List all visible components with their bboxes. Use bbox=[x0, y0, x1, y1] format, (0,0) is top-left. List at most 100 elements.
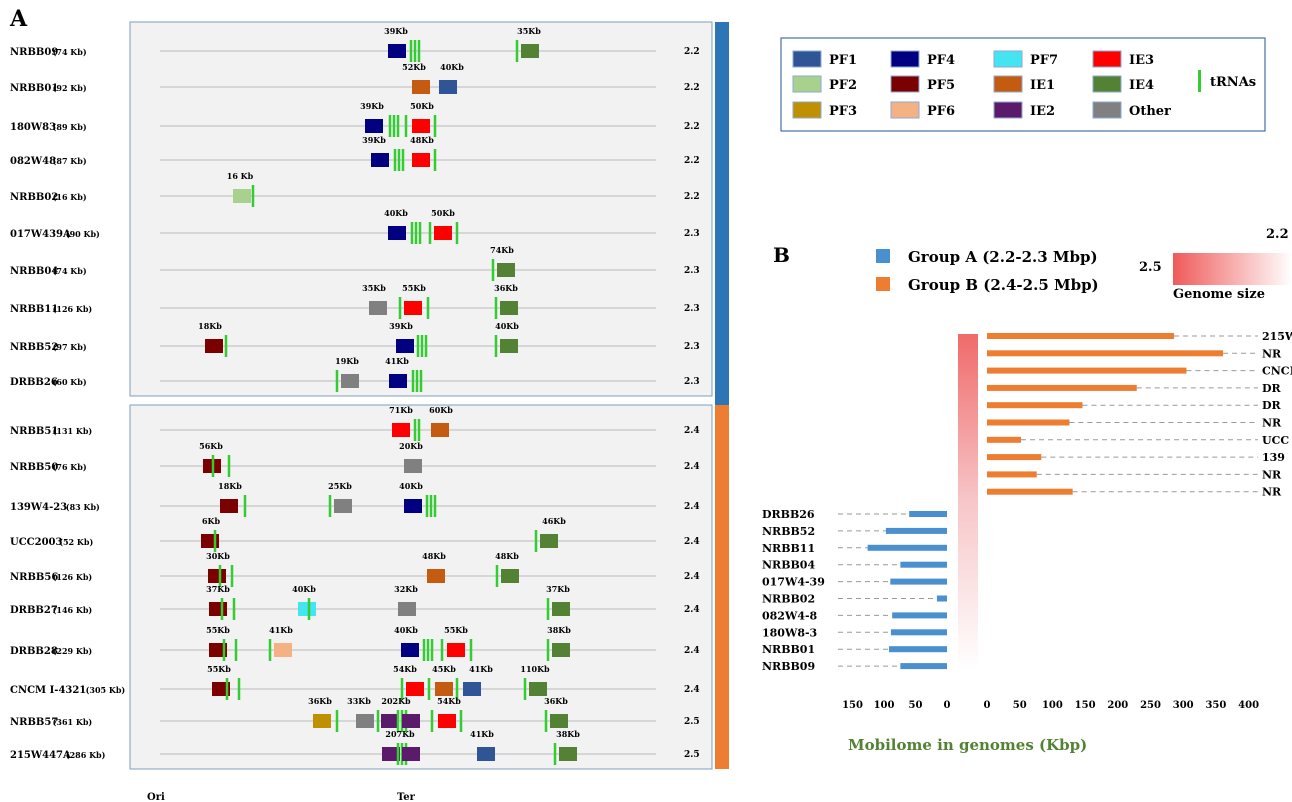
trna-marker bbox=[413, 419, 417, 441]
genome-size: (83 Kb) bbox=[66, 502, 100, 512]
mobilome-chart: Group A (2.2-2.3 Mbp) Group B (2.4-2.5 Mb… bbox=[762, 227, 1292, 754]
genome-name: 215W447A bbox=[10, 750, 71, 761]
genome-row: DRBB28(229 Kb) 2.4 55Kb 41Kb 40Kb 55Kb 38Kb bbox=[10, 625, 700, 661]
element-pf4 bbox=[389, 374, 407, 388]
trna-marker bbox=[546, 639, 550, 661]
genome-name: NRBB02 bbox=[10, 192, 58, 203]
genome-name: DRBB27 bbox=[10, 605, 58, 616]
trna-marker bbox=[417, 419, 421, 441]
left-axis-tick: 50 bbox=[909, 700, 923, 711]
genome-row: 180W83(89 Kb) 2.2 39Kb 50Kb bbox=[10, 101, 700, 137]
group-a-bar-label: NRBB04 bbox=[762, 559, 815, 572]
element-ie4 bbox=[529, 682, 547, 696]
genome-name: NRBB57 bbox=[10, 717, 58, 728]
group-b-side-bar bbox=[715, 405, 729, 769]
element-ie4 bbox=[550, 714, 568, 728]
legend-label-pf1: PF1 bbox=[829, 53, 857, 68]
genome-size: (305 Kb) bbox=[86, 685, 126, 695]
element-ie3 bbox=[412, 119, 430, 133]
element-size-label: 40Kb bbox=[394, 625, 418, 635]
element-size-label: 55Kb bbox=[206, 625, 230, 635]
trna-marker bbox=[422, 639, 426, 661]
genome-size-value: 2.2 bbox=[684, 192, 700, 202]
trna-marker bbox=[433, 115, 437, 137]
element-ie2 bbox=[382, 747, 400, 761]
trna-marker bbox=[430, 639, 434, 661]
trna-marker bbox=[415, 370, 419, 392]
left-axis-tick: 150 bbox=[842, 700, 863, 711]
element-ie2 bbox=[381, 714, 399, 728]
trna-marker bbox=[213, 530, 217, 552]
group-b-bar bbox=[987, 488, 1073, 495]
genome-name: NRBB09 bbox=[10, 47, 58, 58]
trna-marker bbox=[418, 222, 422, 244]
legend-label-pf4: PF4 bbox=[927, 53, 955, 68]
genome-size: (131 Kb) bbox=[53, 426, 93, 436]
genome-size-scale-max: 2.5 bbox=[1139, 260, 1162, 275]
element-size-label: 37Kb bbox=[546, 584, 570, 594]
genome-name: NRBB52 bbox=[10, 342, 58, 353]
right-axis-tick: 300 bbox=[1173, 700, 1194, 711]
trna-marker bbox=[494, 297, 498, 319]
element-ie3 bbox=[438, 714, 456, 728]
element-size-label: 18Kb bbox=[218, 481, 242, 491]
genome-size: (16 Kb) bbox=[53, 192, 87, 202]
element-ie4 bbox=[500, 339, 518, 353]
trna-marker bbox=[410, 222, 414, 244]
trna-marker bbox=[455, 222, 459, 244]
trna-marker bbox=[440, 639, 444, 661]
element-pf2 bbox=[233, 189, 251, 203]
ori-label: Ori bbox=[147, 792, 165, 802]
group-a-bar bbox=[889, 646, 947, 653]
element-size-label: 50Kb bbox=[431, 208, 455, 218]
legend-label-ie4: IE4 bbox=[1129, 78, 1154, 93]
trna-marker bbox=[243, 495, 247, 517]
element-size-label: 35Kb bbox=[362, 283, 386, 293]
trna-marker bbox=[328, 495, 332, 517]
genome-size-value: 2.4 bbox=[684, 572, 700, 582]
trna-marker bbox=[268, 639, 272, 661]
trna-marker bbox=[416, 335, 420, 357]
element-size-label: 41Kb bbox=[469, 664, 493, 674]
element-ie1 bbox=[427, 569, 445, 583]
trna-marker bbox=[307, 598, 311, 620]
element-size-label: 202Kb bbox=[381, 696, 411, 706]
element-size-label: 54Kb bbox=[393, 664, 417, 674]
group-b-bar-label: NR bbox=[1262, 468, 1282, 481]
genome-row: UCC2003(52 Kb) 2.4 6Kb 46Kb bbox=[10, 516, 700, 552]
group-a-bar bbox=[885, 527, 947, 534]
group-b-bar-label: DR bbox=[1262, 399, 1282, 412]
element-size-label: 207Kb bbox=[385, 729, 415, 739]
group-b-bar-label: 139 bbox=[1262, 451, 1285, 464]
trna-marker bbox=[234, 639, 238, 661]
element-size-label: 16 Kb bbox=[227, 171, 254, 181]
genome-size: (74 Kb) bbox=[53, 47, 87, 57]
element-size-label: 40Kb bbox=[440, 62, 464, 72]
element-size-label: 40Kb bbox=[495, 321, 519, 331]
group-legend-label: Group A (2.2-2.3 Mbp) bbox=[908, 248, 1098, 266]
trna-marker bbox=[232, 598, 236, 620]
element-size-label: 39Kb bbox=[389, 321, 413, 331]
element-other bbox=[369, 301, 387, 315]
right-axis-tick: 200 bbox=[1107, 700, 1128, 711]
genome-row: 139W4-23(83 Kb) 2.4 18Kb 25Kb 40Kb bbox=[10, 481, 700, 517]
element-pf3 bbox=[313, 714, 331, 728]
right-axis-tick: 0 bbox=[984, 700, 991, 711]
genome-row: NRBB51(131 Kb) 2.4 71Kb 60Kb bbox=[10, 405, 700, 441]
element-pf4 bbox=[365, 119, 383, 133]
element-size-label: 38Kb bbox=[556, 729, 580, 739]
group-b-bar-label: NR bbox=[1262, 417, 1282, 430]
group-b-bar bbox=[987, 454, 1042, 461]
group-a-bar-label: 180W8-3 bbox=[762, 626, 817, 639]
element-size-label: 60Kb bbox=[429, 405, 453, 415]
group-a-bar bbox=[890, 629, 947, 636]
genome-row: 082W48(87 Kb) 2.2 39Kb 48Kb bbox=[10, 135, 700, 171]
trna-marker bbox=[455, 678, 459, 700]
trna-marker bbox=[237, 678, 241, 700]
genome-name: NRBB56 bbox=[10, 572, 58, 583]
genome-row: DRBB26(60 Kb) 2.3 19Kb 41Kb bbox=[10, 356, 700, 392]
right-axis-tick: 250 bbox=[1140, 700, 1161, 711]
element-ie3 bbox=[447, 643, 465, 657]
